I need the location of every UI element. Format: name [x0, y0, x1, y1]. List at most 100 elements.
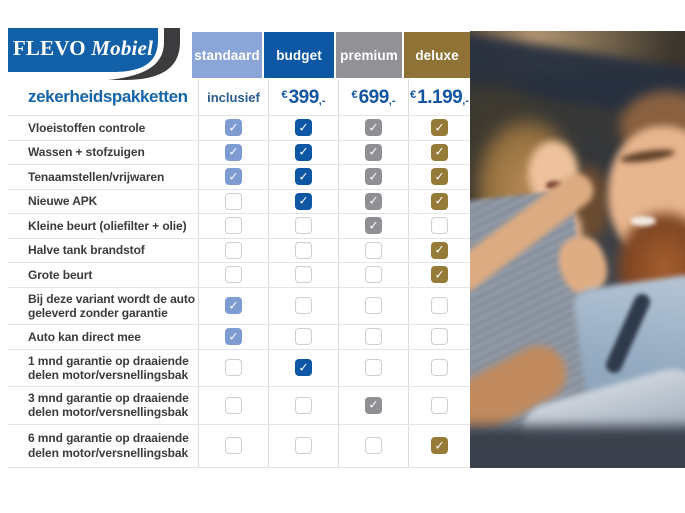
- cell-standaard: [198, 238, 268, 262]
- checkbox-standaard[interactable]: [225, 266, 242, 284]
- checkbox-deluxe[interactable]: ✓: [431, 143, 448, 161]
- checkbox-deluxe[interactable]: ✓: [431, 241, 448, 259]
- price-premium: €699 ,-: [338, 79, 408, 115]
- check-icon: ✓: [368, 218, 379, 233]
- cell-premium: ✓: [338, 189, 408, 213]
- checkbox-budget[interactable]: [295, 328, 312, 346]
- check-icon: ✓: [298, 360, 309, 375]
- checkbox-premium[interactable]: ✓: [365, 396, 382, 414]
- cell-standaard: ✓: [198, 140, 268, 164]
- table-row: 3 mnd garantie op draaiende delen motor/…: [8, 387, 470, 425]
- checkbox-budget[interactable]: [295, 241, 312, 259]
- cell-premium: ✓: [338, 214, 408, 238]
- checkbox-premium[interactable]: [365, 241, 382, 259]
- checkbox-premium[interactable]: [365, 297, 382, 315]
- checkbox-standaard[interactable]: [225, 192, 242, 210]
- checkbox-budget[interactable]: ✓: [295, 143, 312, 161]
- price-amount: 399: [288, 86, 320, 108]
- cell-deluxe: ✓: [408, 140, 470, 164]
- check-icon: ✓: [434, 144, 445, 159]
- checkbox-premium[interactable]: ✓: [365, 217, 382, 235]
- checkbox-premium[interactable]: [365, 359, 382, 377]
- check-icon: ✓: [228, 120, 239, 135]
- cell-deluxe: [408, 349, 470, 386]
- table-row: Tenaamstellen/vrijwaren ✓ ✓ ✓ ✓: [8, 165, 470, 190]
- cell-deluxe: [408, 287, 470, 324]
- table-row: Vloeistoffen controle ✓ ✓ ✓ ✓: [8, 116, 470, 141]
- price-deluxe: €1.199 ,-: [408, 79, 470, 115]
- cell-standaard: ✓: [198, 116, 268, 140]
- price-label: inclusief: [207, 89, 260, 105]
- checkbox-standaard[interactable]: ✓: [225, 328, 242, 346]
- cell-premium: [338, 424, 408, 467]
- cell-deluxe: ✓: [408, 424, 470, 467]
- checkbox-premium[interactable]: [365, 437, 382, 454]
- checkbox-budget[interactable]: [295, 297, 312, 315]
- price-budget: €399 ,-: [268, 79, 338, 115]
- checkbox-budget[interactable]: [295, 437, 312, 454]
- checkbox-budget[interactable]: [295, 217, 312, 235]
- row-label: Nieuwe APK: [28, 194, 98, 209]
- logo-shape: [8, 28, 180, 80]
- checkbox-standaard[interactable]: [225, 241, 242, 259]
- price-row: zekerheidspakketten inclusief €399 ,- €699,…: [8, 79, 470, 116]
- checkbox-premium[interactable]: [365, 266, 382, 284]
- check-icon: ✓: [434, 267, 445, 282]
- checkbox-budget[interactable]: [295, 396, 312, 414]
- checkbox-deluxe[interactable]: [431, 217, 448, 235]
- checkbox-premium[interactable]: [365, 328, 382, 346]
- logo-swoosh-icon: [108, 28, 180, 80]
- checkbox-deluxe[interactable]: ✓: [431, 266, 448, 284]
- checkbox-deluxe[interactable]: [431, 297, 448, 315]
- checkbox-standaard[interactable]: ✓: [225, 168, 242, 186]
- checkbox-budget[interactable]: ✓: [295, 359, 312, 377]
- checkbox-budget[interactable]: ✓: [295, 168, 312, 186]
- row-label: Auto kan direct mee: [28, 329, 141, 344]
- checkbox-deluxe[interactable]: [431, 359, 448, 377]
- row-label: Bij deze variant wordt de auto geleverd …: [28, 291, 196, 320]
- checkbox-standaard[interactable]: ✓: [225, 143, 242, 161]
- checkbox-standaard[interactable]: [225, 437, 242, 454]
- checkbox-premium[interactable]: ✓: [365, 119, 382, 137]
- price-amount: 1.199: [417, 86, 463, 108]
- check-icon: ✓: [368, 169, 379, 184]
- column-header-premium: premium: [336, 32, 402, 78]
- checkbox-premium[interactable]: ✓: [365, 168, 382, 186]
- checkbox-budget[interactable]: ✓: [295, 192, 312, 210]
- price-suffix: ,-: [318, 94, 326, 107]
- cell-budget: ✓: [268, 140, 338, 164]
- checkbox-standaard[interactable]: [225, 396, 242, 414]
- cell-deluxe: [408, 387, 470, 424]
- table-row: Kleine beurt (oliefilter + olie) ✓: [8, 214, 470, 239]
- cell-standaard: [198, 387, 268, 424]
- checkbox-standaard[interactable]: ✓: [225, 119, 242, 137]
- cell-budget: [268, 287, 338, 324]
- checkbox-budget[interactable]: ✓: [295, 119, 312, 137]
- cell-deluxe: ✓: [408, 238, 470, 262]
- checkbox-standaard[interactable]: ✓: [225, 297, 242, 315]
- row-label: Grote beurt: [28, 267, 93, 282]
- checkbox-deluxe[interactable]: [431, 328, 448, 346]
- row-label: Wassen + stofzuigen: [28, 145, 145, 160]
- cell-premium: ✓: [338, 387, 408, 424]
- checkbox-deluxe[interactable]: ✓: [431, 192, 448, 210]
- cell-premium: [338, 325, 408, 349]
- checkbox-premium[interactable]: ✓: [365, 143, 382, 161]
- price-suffix: ,-: [388, 94, 396, 107]
- cell-standaard: ✓: [198, 287, 268, 324]
- checkbox-deluxe[interactable]: ✓: [431, 437, 448, 454]
- cell-budget: ✓: [268, 349, 338, 386]
- checkbox-deluxe[interactable]: ✓: [431, 119, 448, 137]
- page-title: zekerheidspakketten: [28, 87, 188, 106]
- checkbox-deluxe[interactable]: ✓: [431, 168, 448, 186]
- checkbox-standaard[interactable]: [225, 359, 242, 377]
- checkbox-standaard[interactable]: [225, 217, 242, 235]
- checkbox-deluxe[interactable]: [431, 396, 448, 414]
- checkbox-budget[interactable]: [295, 266, 312, 284]
- table-row: Halve tank brandstof ✓: [8, 238, 470, 263]
- cell-budget: [268, 424, 338, 467]
- check-icon: ✓: [228, 144, 239, 159]
- checkbox-premium[interactable]: ✓: [365, 192, 382, 210]
- cell-premium: ✓: [338, 165, 408, 189]
